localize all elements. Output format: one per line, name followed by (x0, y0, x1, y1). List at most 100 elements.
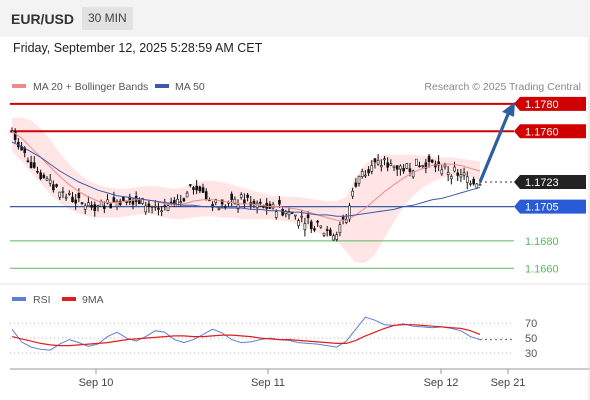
symbol-title: EUR/USD (11, 11, 75, 27)
rsi-legend-label: RSI (33, 294, 51, 306)
candle-body (80, 202, 84, 204)
candle-body (319, 225, 323, 228)
candle-body (220, 199, 224, 205)
resistance-price-tag: 1.1760 (525, 126, 559, 138)
candle-body (373, 158, 377, 163)
ma20-line (11, 130, 481, 221)
candle-body (52, 184, 55, 191)
rsi-tick-label: 70 (525, 318, 537, 330)
candle-body (93, 204, 97, 211)
candle-body (106, 199, 109, 204)
candle-body (367, 169, 370, 174)
candle-body (405, 163, 409, 169)
candle-body (45, 178, 49, 181)
bollinger-band (12, 117, 480, 263)
forecast-arrow-head (502, 101, 515, 117)
candle-body (87, 202, 90, 206)
candle-body (109, 203, 112, 209)
candle-body (246, 194, 249, 198)
candle-body (32, 162, 36, 168)
candle-body (446, 172, 450, 175)
candle-body (166, 205, 170, 212)
candle-body (239, 194, 243, 198)
candle-body (243, 199, 246, 205)
candle-body (456, 172, 460, 176)
candle-body (418, 165, 421, 168)
rsi-tick-label: 30 (525, 348, 537, 360)
header-bar: EUR/USD 30 MIN (0, 0, 590, 37)
research-credit: Research © 2025 Trading Central (424, 81, 581, 93)
candle-body (64, 196, 68, 199)
support-price-label: 1.1660 (525, 263, 559, 275)
candle-body (408, 168, 412, 173)
candle-body (150, 206, 154, 208)
candle-body (204, 191, 208, 200)
candle-body (354, 182, 358, 187)
candle-body (341, 216, 345, 220)
candle-body (185, 192, 189, 198)
candle-body (214, 199, 218, 203)
timeframe-badge[interactable]: 30 MIN (82, 7, 133, 30)
candle-body (475, 183, 479, 189)
x-tick-label: Sep 11 (251, 377, 285, 389)
candle-body (90, 204, 93, 208)
candle-body (39, 172, 42, 180)
ma50-line (11, 141, 481, 217)
resistance-price-tag: 1.1780 (525, 99, 559, 111)
rsi9-legend-swatch (62, 297, 76, 301)
candle-body (259, 201, 262, 204)
rsi-tick-label: 50 (525, 333, 537, 345)
candle-body (376, 160, 380, 165)
candle-body (131, 200, 135, 205)
candle-body (26, 160, 30, 163)
candle-body (138, 199, 141, 204)
candle-body (309, 221, 313, 230)
candle-body (61, 191, 65, 193)
candle-body (29, 161, 33, 169)
candle-body (383, 158, 386, 161)
candle-body (13, 130, 17, 140)
candle-body (459, 174, 463, 178)
candle-body (74, 199, 77, 204)
candle-body (411, 170, 415, 178)
candle-body (335, 234, 339, 240)
candle-body (332, 235, 335, 241)
candle-body (424, 162, 428, 169)
candle-body (71, 196, 74, 203)
candle-body (211, 204, 214, 208)
support-price-label: 1.1680 (525, 236, 559, 248)
candle-body (360, 171, 364, 178)
candle-body (322, 232, 326, 236)
timestamp: Friday, September 12, 2025 5:28:59 AM CE… (13, 41, 263, 55)
x-tick-label: Sep 12 (424, 377, 459, 389)
candle-body (294, 214, 297, 217)
candle-body (344, 219, 348, 223)
candle-body (348, 205, 351, 220)
candle-body (329, 229, 332, 236)
resistance-price-tag-bg (514, 124, 586, 139)
ma50-legend-swatch (155, 84, 169, 88)
candle-body (118, 200, 122, 205)
candle-body (370, 165, 374, 172)
candle-body (271, 203, 275, 209)
candle-body (389, 163, 393, 166)
candle-body (217, 207, 221, 210)
candle-body (233, 198, 237, 205)
candle-body (469, 183, 472, 185)
ma20-legend-label: MA 20 + Bollinger Bands (33, 81, 148, 93)
candle-body (112, 197, 116, 202)
candle-body (68, 193, 71, 195)
candle-body (157, 207, 160, 210)
candle-body (325, 229, 329, 231)
rsi9-legend-label: 9MA (82, 294, 104, 306)
candle-body (236, 204, 240, 210)
candle-body (160, 210, 163, 213)
candle-body (182, 198, 186, 202)
candle-body (380, 165, 383, 168)
candle-body (462, 172, 466, 176)
rsi-line (11, 316, 481, 351)
candle-body (176, 198, 179, 207)
rsi9-line (11, 324, 481, 347)
candle-body (440, 169, 444, 175)
